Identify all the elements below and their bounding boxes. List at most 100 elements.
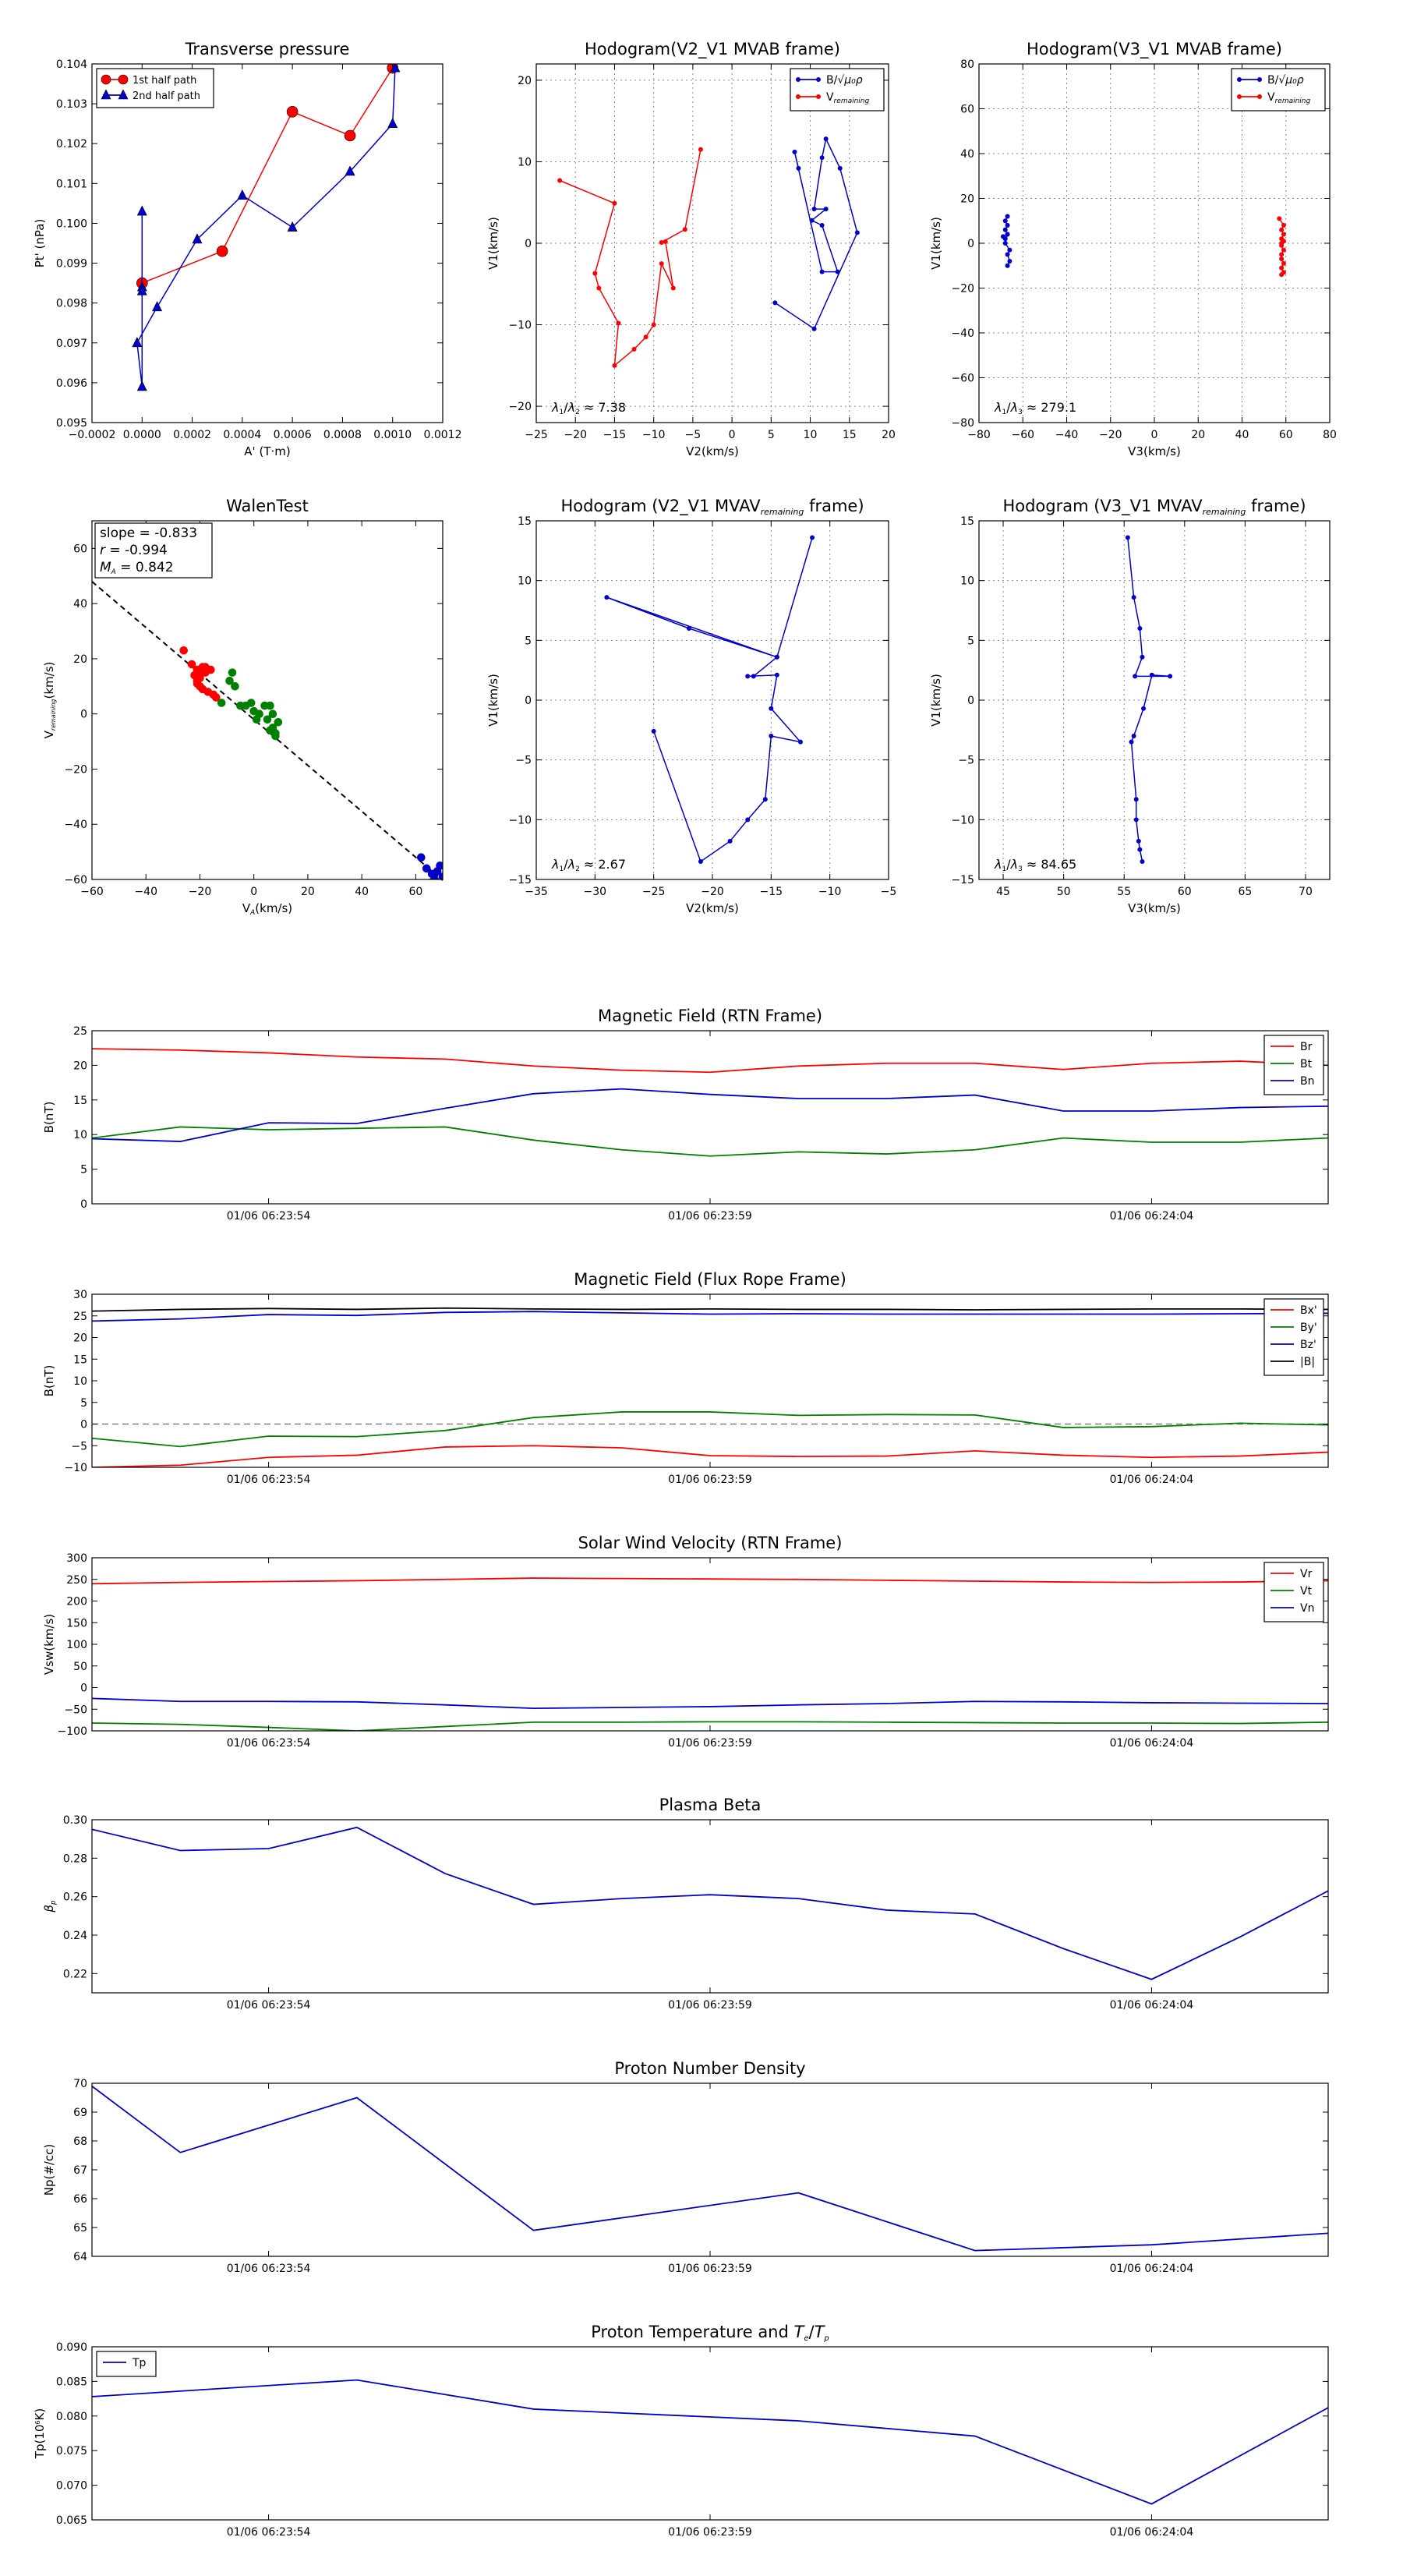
eigenvalue-ratio-label: λ1/λ2 ≈ 2.67 [551,857,626,873]
legend-marker [118,89,129,100]
data-point [266,701,274,710]
y-tick-label: −5 [958,755,974,767]
x-tick-label: 01/06 06:24:04 [1110,1210,1194,1223]
series-vn [92,1697,1328,1710]
y-axis-label: Pt' (nPa) [33,219,47,268]
data-point [811,326,817,331]
plot-area [92,2347,1328,2520]
y-tick-label: 20 [960,193,974,206]
data-point [616,320,621,326]
data-point [228,668,237,677]
data-point [823,207,829,212]
data-point [431,881,439,889]
y-tick-label: 60 [960,104,974,116]
data-point [698,859,703,864]
y-tick-label: 0.090 [56,2341,87,2354]
y-tick-label: 15 [518,515,532,528]
y-tick-label: 0.30 [63,1814,87,1827]
legend-label: By' [1300,1322,1317,1334]
x-tick-label: 01/06 06:24:04 [1110,2263,1194,2275]
series-b-sqrt-mu0-rho- [1000,214,1012,268]
series-line [92,1126,1328,1157]
series-line [136,68,396,387]
data-point [809,218,815,223]
data-point [592,271,598,276]
y-tick-label: 25 [73,1025,87,1038]
legend-marker [796,94,800,99]
y-tick-label: 10 [518,575,532,588]
legend-marker [816,94,821,99]
y-tick-label: 0.097 [56,338,87,350]
y-tick-label: 0 [967,238,974,250]
chart-hodogram_v3_v1_mvab: −80 −60 −40 −20 0 20 40 60 80 −80 −60 −40 −20 0 20 40 60… [929,40,1337,458]
series-bt [92,1126,1328,1157]
x-tick-label: −20 [701,886,724,898]
y-tick-label: 5 [525,635,532,647]
plot-area [92,2083,1328,2256]
y-tick-label: 0.101 [56,178,87,190]
x-tick-label: 70 [1299,886,1313,898]
y-axis-label: V1(km/s) [929,217,943,270]
ticks: −80 −60 −40 −20 0 20 40 60 80 −80 −60 −40 −20 0 20 40 60… [951,58,1336,441]
data-point [201,663,210,671]
legend: Tp [96,2351,157,2377]
x-tick-label: 20 [1191,429,1205,441]
data-point [769,734,774,738]
data-point [190,671,199,680]
series-vremaining [557,147,703,368]
y-tick-label: 40 [960,148,974,161]
series-line [92,1697,1328,1710]
data-point [1005,232,1010,237]
y-tick-label: 15 [960,515,974,528]
data-point [438,872,443,879]
x-tick-label: 0.0000 [123,429,161,441]
x-tick-label: 0 [250,886,257,898]
data-point [387,117,398,128]
x-tick-label: 20 [301,886,315,898]
series-np [92,2085,1328,2252]
chart-title: Transverse pressure [185,40,350,58]
x-tick-label: 01/06 06:23:54 [227,2526,311,2539]
chart-walen_test: −60 −40 −20 0 20 40 60 −60 −40 −20 0 20 40 60 WalenTes… [42,497,444,917]
series-b-sqrt-mu0-rho- [772,136,860,331]
x-tick-label: −5 [685,429,702,441]
data-point [1007,259,1012,264]
data-point [686,626,691,631]
y-tick-label: 100 [66,1639,87,1651]
y-axis-label: B(nT) [42,1102,56,1134]
data-point [659,261,664,267]
x-tick-label: 0 [1151,429,1158,441]
x-tick-label: 20 [882,429,896,441]
y-axis-label: Vsw(km/s) [42,1614,56,1675]
data-point [1281,223,1286,228]
ticks: −60 −40 −20 0 20 40 60 −60 −40 −20 0 20 40 60 [64,521,443,898]
x-tick-label: 0.0012 [424,429,462,441]
x-tick-label: −35 [525,886,548,898]
x-tick-label: −10 [818,886,842,898]
data-point [769,706,774,711]
data-point [1149,672,1154,678]
y-tick-label: 300 [66,1552,87,1565]
data-point [774,672,779,678]
x-tick-label: 0.0008 [323,429,362,441]
series-line [774,136,858,330]
data-point [604,595,610,600]
data-point [1279,242,1285,248]
y-tick-label: 0.24 [63,1930,87,1942]
plot-area [92,1294,1328,1467]
y-axis-label: B(nT) [42,1365,56,1397]
y-tick-label: 0 [80,1419,87,1431]
x-tick-label: 01/06 06:23:54 [227,1737,311,1750]
y-tick-label: 70 [73,2078,87,2090]
data-point [651,728,656,734]
y-tick-label: 0.095 [56,417,87,430]
chart-solar_wind_velocity: 01/06 06:23:54 01/06 06:23:59 01/06 06:24:… [42,1534,1329,1750]
y-tick-label: 5 [80,1164,87,1177]
data-point [751,674,756,679]
axes-frame [91,520,444,880]
legend-marker [101,89,111,100]
legend-frame [96,68,214,108]
data-point [1002,241,1008,246]
y-tick-label: 250 [66,1574,87,1587]
